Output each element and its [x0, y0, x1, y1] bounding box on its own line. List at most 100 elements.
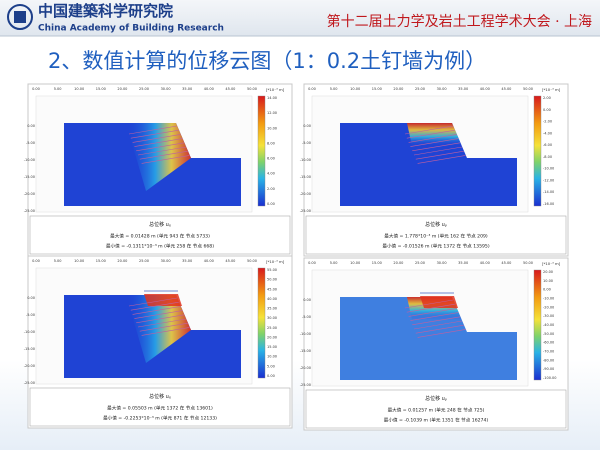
- caption-box: [305, 215, 567, 255]
- color-bar-label: 4.00: [267, 172, 275, 176]
- soil-domain: [340, 297, 517, 380]
- y-tick-label: -15.00: [24, 347, 35, 351]
- y-tick-label: -25.00: [24, 209, 35, 213]
- x-tick-label: 0.00: [308, 261, 316, 265]
- caption-text: 总位移 u: [149, 393, 169, 400]
- x-tick-label: 20.00: [117, 87, 127, 91]
- x-tick-label: 25.00: [415, 261, 425, 265]
- soil-nail: [415, 150, 464, 160]
- max-value: 最大值 = 0.01428 m (单元 943 在 节点 5733): [110, 233, 210, 240]
- soil-nail: [139, 150, 188, 160]
- soil-nail: [137, 318, 187, 328]
- y-tick-label: 0.00: [303, 298, 311, 302]
- slide-title: 2、数值计算的位移云图（1：0.2土钉墙为例）: [48, 49, 486, 73]
- soil-nail: [417, 155, 466, 164]
- y-tick-label: -10.00: [300, 332, 311, 336]
- min-value: 最小值 = -0.1311*10⁻³ m (单元 258 在 节点 668): [106, 243, 214, 250]
- color-bar-label: -50.00: [543, 332, 554, 336]
- caption-text: 总位移 u: [149, 221, 169, 228]
- caption-title: 总位移 uy: [425, 221, 447, 228]
- caption-subscript: x: [169, 224, 171, 228]
- max-value: 最大值 = 0.01257 m (单元 248 在 节点 725): [388, 407, 485, 414]
- soil-nail: [413, 146, 463, 156]
- y-tick-label: -5.00: [26, 141, 35, 145]
- surcharge-zone: [420, 296, 458, 308]
- x-tick-label: 5.00: [54, 87, 62, 91]
- color-bar-label: 45.00: [267, 287, 277, 291]
- caption-title: 总位移 ux: [149, 221, 171, 228]
- soil-nail: [141, 155, 190, 164]
- x-tick-label: 40.00: [204, 259, 214, 263]
- x-tick-label: 5.00: [330, 87, 338, 91]
- color-bar-label: 50.00: [267, 278, 277, 282]
- conference-name: 第十二届土力学及岩土工程学术大会 · 上海: [327, 13, 592, 30]
- soil-nail: [404, 125, 454, 135]
- color-bar-label: -14.00: [543, 190, 554, 194]
- result-panel: 0.00 5.00 10.00 15.00 20.00 25.00 30.00 35.00 40…: [24, 83, 293, 257]
- color-bar-label: -30.00: [543, 314, 554, 318]
- caption-subscript: y: [445, 224, 447, 228]
- x-tick-label: 30.00: [161, 259, 171, 263]
- soil-nail: [139, 322, 188, 332]
- color-bar-unit: [*10⁻³ m]: [266, 259, 285, 264]
- x-tick-label: 35.00: [458, 87, 468, 91]
- color-bar-label: 10.00: [267, 355, 277, 359]
- min-value: 最小值 = -0.01526 m (单元 1372 在 节点 13595): [382, 243, 490, 250]
- color-bar-label: -10.00: [543, 297, 554, 301]
- x-tick-label: 10.00: [74, 87, 84, 91]
- x-tick-label: 50.00: [523, 261, 533, 265]
- soil-nail: [412, 142, 461, 152]
- color-bar-label: 10.00: [267, 126, 277, 130]
- color-bar: [257, 267, 266, 379]
- x-tick-label: 45.00: [225, 87, 235, 91]
- soil-nail: [410, 312, 459, 321]
- x-tick-label: 30.00: [161, 87, 171, 91]
- color-bar-unit: [*10⁻³ m]: [542, 87, 561, 92]
- color-bar-label: 30.00: [267, 316, 277, 320]
- x-tick-label: 10.00: [74, 259, 84, 263]
- caption-box: [29, 387, 291, 427]
- color-bar-label: 2.00: [267, 187, 275, 191]
- color-bar-label: -100.00: [543, 376, 557, 380]
- x-tick-label: 5.00: [54, 259, 62, 263]
- y-tick-label: -20.00: [24, 192, 35, 196]
- soil-nail: [136, 314, 185, 324]
- y-tick-label: -15.00: [300, 349, 311, 353]
- soil-nail: [132, 306, 181, 315]
- y-tick-label: -25.00: [300, 383, 311, 387]
- y-tick-label: 0.00: [27, 296, 35, 300]
- color-bar-label: 25.00: [267, 326, 277, 330]
- color-bar-label: 55.00: [267, 268, 277, 272]
- x-tick-label: 10.00: [350, 87, 360, 91]
- x-tick-label: 5.00: [330, 261, 338, 265]
- color-bar-label: 15.00: [267, 345, 277, 349]
- x-tick-label: 0.00: [32, 259, 40, 263]
- soil-nail: [417, 329, 466, 338]
- color-bar-label: 12.00: [267, 111, 277, 115]
- min-value: 最小值 = -0.2253*10⁻³ m (单元 871 在 节点 12133): [103, 415, 217, 422]
- x-tick-label: 50.00: [247, 87, 257, 91]
- color-bar-unit: [*10⁻³ m]: [266, 87, 285, 92]
- soil-nail: [128, 297, 178, 307]
- y-tick-label: -20.00: [300, 192, 311, 196]
- caption-title: 总位移 uy: [425, 395, 447, 402]
- logo-icon-core: [14, 11, 26, 23]
- header-band: [0, 0, 600, 36]
- color-bar-label: -6.00: [543, 143, 552, 147]
- color-bar-label: 2.00: [543, 96, 551, 100]
- color-bar-label: -60.00: [543, 341, 554, 345]
- color-bar-label: 8.00: [267, 141, 275, 145]
- x-tick-label: 40.00: [204, 87, 214, 91]
- caption-box: [29, 215, 291, 255]
- min-value: 最小值 = -0.1039 m (单元 1351 在 节点 16274): [384, 417, 489, 424]
- caption-box: [305, 389, 567, 429]
- soil-nail: [406, 129, 455, 139]
- color-bar-label: -16.00: [543, 202, 554, 206]
- x-tick-label: 35.00: [458, 261, 468, 265]
- x-tick-label: 50.00: [247, 259, 257, 263]
- x-tick-label: 40.00: [480, 87, 490, 91]
- x-tick-label: 25.00: [415, 87, 425, 91]
- y-tick-label: -15.00: [24, 175, 35, 179]
- x-tick-label: 10.00: [350, 261, 360, 265]
